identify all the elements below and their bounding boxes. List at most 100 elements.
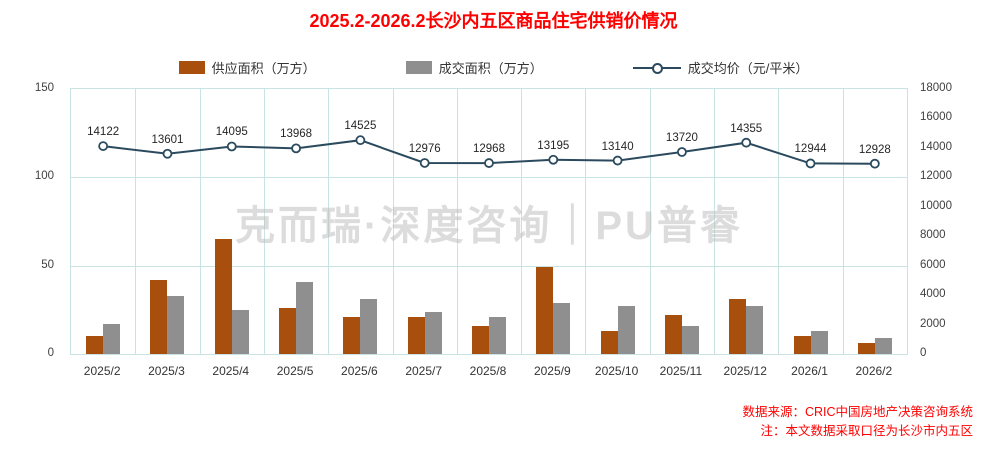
x-tick-label: 2025/3 (148, 364, 185, 378)
supply-bar (857, 343, 875, 354)
supply-bar (600, 331, 618, 354)
price-point (98, 141, 109, 151)
price-point (612, 155, 623, 166)
x-tick-label: 2025/4 (212, 364, 250, 378)
legend-label-price: 成交均价（元/平米） (687, 61, 809, 76)
page-title: 2025.2-2026.2长沙内五区商品住宅供销价情况 (309, 11, 678, 31)
supply-bar (214, 239, 232, 354)
x-tick-label: 2025/7 (405, 364, 443, 378)
legend-item-price: 成交均价（元/平米） (632, 58, 809, 77)
x-tick-label: 2025/12 (723, 364, 767, 378)
footer: 数据来源：CRIC中国房地产决策咨询系统 注：本文数据采取口径为长沙市内五区 (742, 403, 973, 441)
supply-bar (472, 325, 489, 354)
gridline (263, 89, 265, 354)
price-label: 13195 (537, 139, 570, 152)
gridline (521, 89, 523, 354)
price-point (741, 137, 752, 148)
legend-item-supply: 供应面积（万方） (178, 58, 316, 77)
price-label: 12976 (408, 142, 441, 155)
price-point (162, 148, 173, 159)
price-point (484, 158, 494, 168)
x-tick-label: 2025/8 (469, 364, 507, 378)
price-point (677, 147, 687, 157)
supply-bar (536, 267, 554, 354)
left-axis: 0 50 100 150 (0, 82, 62, 359)
deal-bar (553, 302, 571, 354)
gridline (71, 265, 907, 267)
deal-bar (617, 306, 635, 354)
chart-legend: 供应面积（万方） 成交面积（万方） 成交均价（元/平米） (0, 58, 987, 77)
gridline (392, 89, 394, 354)
data-source-note: 数据来源：CRIC中国房地产决策咨询系统 (742, 405, 973, 419)
left-axis-tick-label: 0 (47, 347, 54, 359)
gridline (71, 177, 907, 179)
x-tick-label: 2025/5 (276, 364, 314, 378)
right-axis-tick-label: 4000 (920, 288, 946, 301)
deal-bar (167, 295, 185, 354)
gridline (199, 89, 201, 354)
x-tick-label: 2025/10 (594, 364, 639, 378)
gridline (456, 89, 458, 354)
legend-label-deal: 成交面积（万方） (438, 61, 543, 76)
deal-bar (810, 331, 828, 354)
x-tick-label: 2025/9 (533, 364, 571, 378)
gridline (135, 89, 137, 354)
deal-bar (231, 309, 249, 354)
supply-bar (86, 336, 104, 354)
deal-bar (746, 306, 764, 354)
right-axis-tick-label: 18000 (920, 82, 952, 94)
price-point (226, 141, 237, 152)
deal-swatch-icon (405, 61, 432, 74)
supply-bar (343, 316, 361, 354)
price-point (291, 143, 301, 154)
price-line (98, 135, 880, 169)
right-axis-tick-label: 8000 (920, 229, 946, 242)
deal-bar (681, 325, 699, 354)
price-label: 12928 (858, 143, 891, 156)
price-label: 12968 (473, 143, 505, 156)
supply-bar (279, 308, 297, 354)
price-point (419, 158, 430, 168)
right-axis-tick-label: 0 (920, 347, 927, 359)
price-label: 14355 (730, 122, 763, 135)
supply-bar (407, 316, 425, 354)
gridline (778, 89, 780, 354)
bars-layer (71, 89, 907, 354)
data-scope-note: 注：本文数据采取口径为长沙市内五区 (760, 424, 973, 438)
price-label: 14095 (215, 126, 248, 139)
supply-bar (150, 279, 168, 354)
deal-bar (103, 323, 121, 354)
x-tick-label: 2025/6 (341, 364, 378, 378)
gridline (585, 89, 587, 354)
x-tick-label: 2025/2 (83, 364, 121, 378)
x-tick-label: 2026/2 (855, 364, 893, 378)
price-label: 14122 (87, 126, 120, 139)
right-axis-tick-label: 10000 (920, 199, 952, 212)
price-point (548, 154, 559, 165)
x-axis: 2025/2 2025/3 2025/4 2025/5 2025/6 2025/7 2025… (70, 362, 906, 380)
gridline (842, 89, 844, 354)
right-axis-tick-label: 12000 (920, 170, 952, 183)
right-axis-tick-label: 16000 (920, 111, 952, 124)
price-label: 13601 (151, 133, 184, 146)
deal-bar (360, 299, 378, 354)
left-axis-tick-label: 50 (41, 258, 54, 271)
deal-bar (424, 311, 442, 354)
plot-area: 克而瑞·深度咨询｜PU普睿 14122 13601 14095 13968 14525 1… (70, 88, 908, 355)
supply-bar (729, 299, 747, 354)
x-tick-label: 2025/11 (659, 364, 703, 378)
left-axis-tick-label: 100 (34, 170, 54, 183)
right-axis: 0 2000 4000 6000 8000 10000 12000 14000 16000 180… (914, 82, 978, 359)
right-axis-tick-label: 2000 (920, 317, 946, 330)
deal-bar (489, 316, 506, 354)
gridline (328, 89, 330, 354)
right-axis-tick-label: 6000 (920, 258, 946, 271)
right-axis-tick-label: 14000 (920, 140, 952, 153)
grid-layer (71, 89, 907, 354)
price-point (805, 158, 816, 169)
price-label: 13140 (601, 140, 634, 153)
price-marker-icon (651, 62, 663, 74)
supply-swatch-icon (178, 61, 205, 74)
legend-label-supply: 供应面积（万方） (211, 61, 316, 76)
